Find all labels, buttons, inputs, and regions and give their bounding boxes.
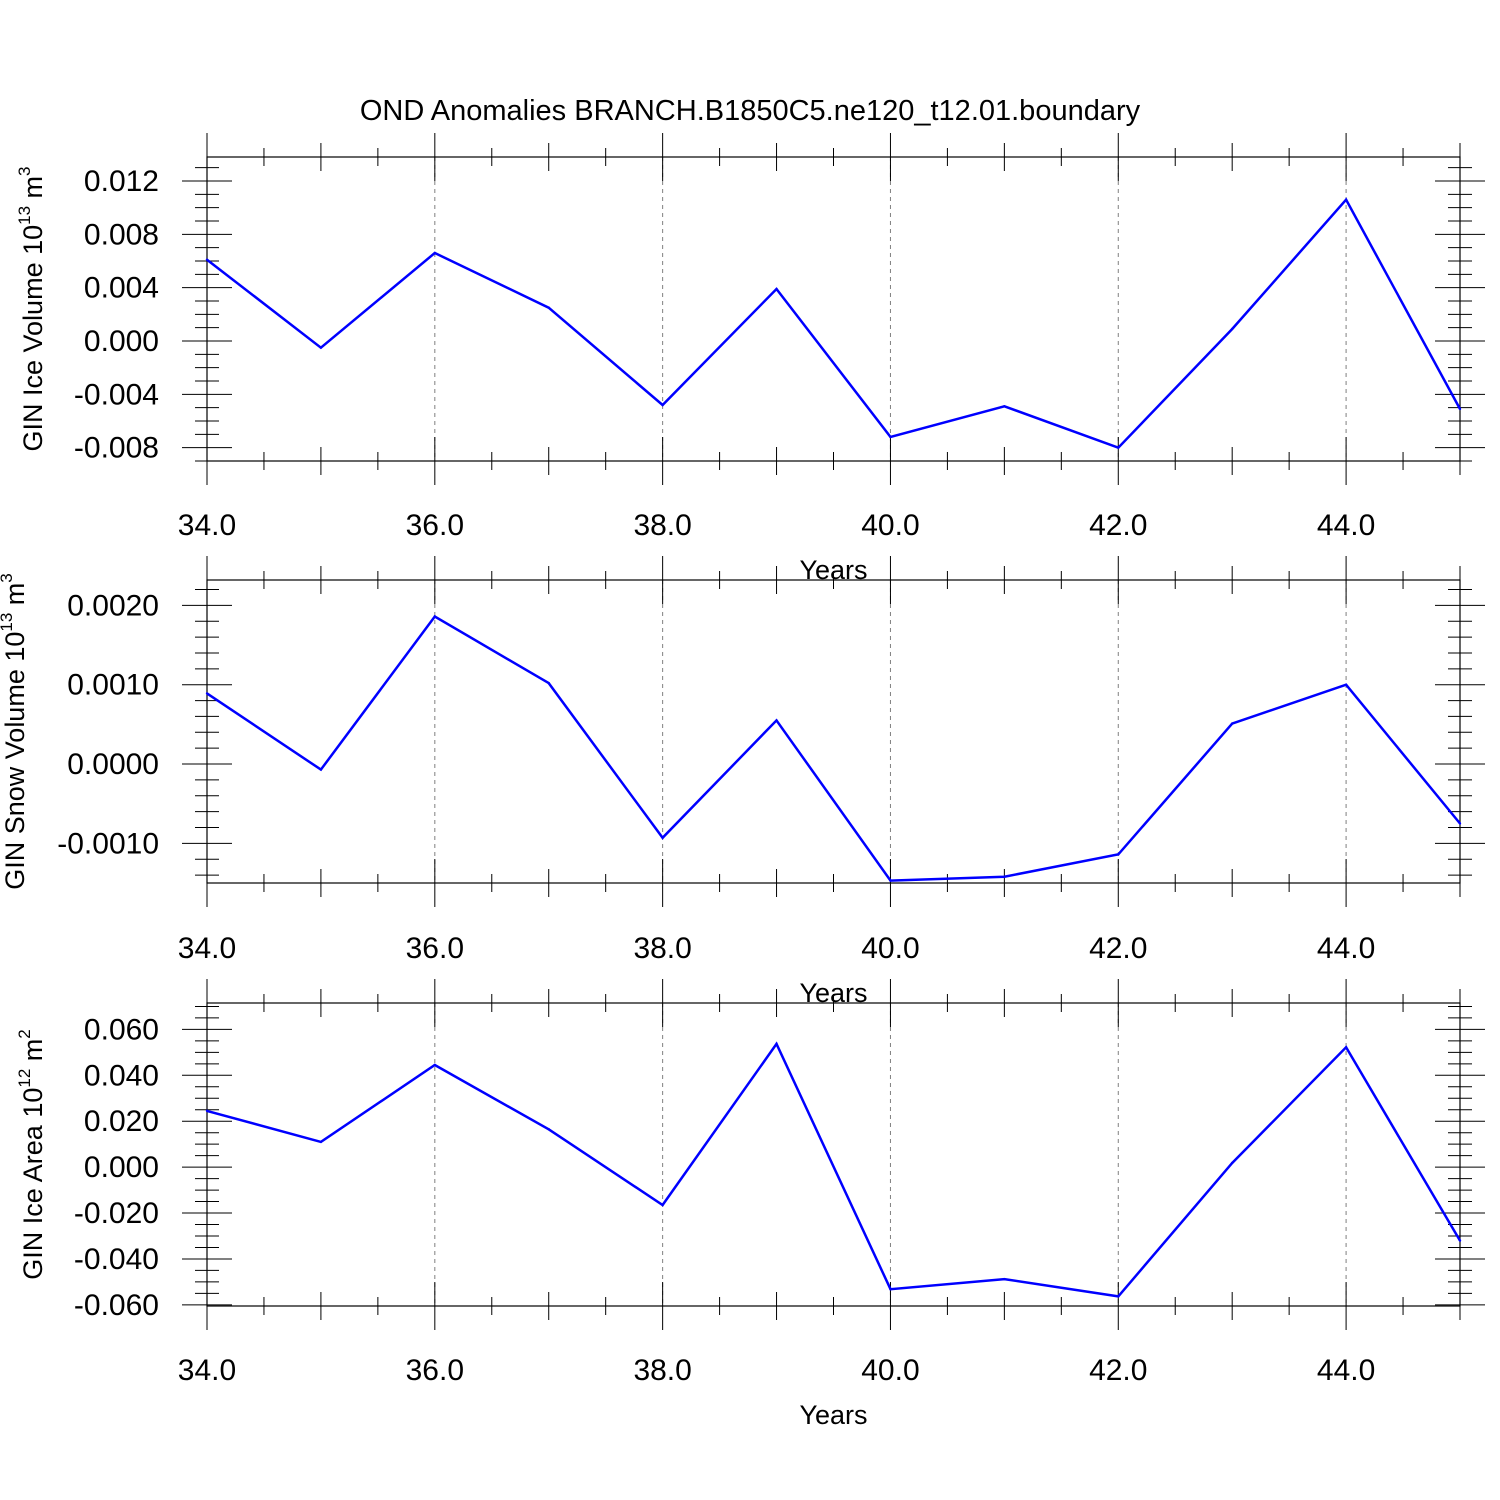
data-point <box>1344 198 1348 201</box>
data-point <box>547 681 550 685</box>
data-point <box>1230 722 1234 725</box>
data-point <box>1344 1046 1348 1049</box>
x-tick-label: 38.0 <box>633 1354 691 1387</box>
x-tick-label: 38.0 <box>633 932 691 965</box>
x-tick-label: 42.0 <box>1089 1354 1147 1387</box>
y-tick-label: -0.0010 <box>57 827 159 860</box>
y-axis-title: GIN Ice Area 1012 m2 <box>15 1029 48 1280</box>
data-point <box>1230 327 1234 331</box>
data-point <box>661 1203 664 1207</box>
y-tick-label: -0.008 <box>74 432 159 465</box>
data-point <box>775 287 778 291</box>
y-tick-label: -0.060 <box>74 1289 159 1322</box>
x-tick-label: 34.0 <box>178 932 236 965</box>
series-line <box>206 197 1462 450</box>
y-axis-title-unit: m <box>0 583 30 613</box>
x-tick-label: 42.0 <box>1089 932 1147 965</box>
plot-frame <box>206 579 1461 884</box>
y-axis-title-unit: m <box>18 176 48 206</box>
data-point <box>1230 1161 1234 1165</box>
data-point <box>319 346 323 349</box>
y-tick-label: 0.0010 <box>67 669 159 702</box>
data-point <box>319 768 323 771</box>
y-tick-label: 0.000 <box>84 1151 159 1184</box>
data-point <box>661 403 664 407</box>
plot-frame <box>206 1002 1461 1307</box>
panel-2: 0.0020 0.0010 0.0000 -0.0010 34.0 36.0 38.0 40.… <box>0 556 1485 1008</box>
y-axis-title-exponent: 13 <box>0 613 16 632</box>
data-point <box>433 615 437 618</box>
x-tick-label: 36.0 <box>406 509 464 542</box>
data-point <box>775 719 778 722</box>
data-point <box>547 1128 550 1131</box>
x-tick-label: 36.0 <box>406 1354 464 1387</box>
y-tick-label: 0.0000 <box>67 748 159 781</box>
y-tick-label: 0.040 <box>84 1059 159 1092</box>
data-point <box>889 879 892 882</box>
data-point <box>205 258 209 261</box>
x-tick-label: 44.0 <box>1317 932 1375 965</box>
data-point <box>1003 1277 1006 1281</box>
y-axis-title: GIN Snow Volume 1013 m3 <box>0 573 30 890</box>
y-tick-label: -0.040 <box>74 1243 159 1276</box>
y-axis-title-exponent: 12 <box>15 1069 34 1088</box>
data-point <box>1458 822 1462 825</box>
x-tick-label: 38.0 <box>633 509 691 542</box>
x-tick-label: 34.0 <box>178 1354 236 1387</box>
data-point <box>775 1042 778 1046</box>
y-axis-title-unit-exponent: 2 <box>15 1029 34 1038</box>
x-tick-label: 36.0 <box>406 932 464 965</box>
y-axis-title-text: GIN Snow Volume 10 <box>0 632 30 890</box>
x-axis-title: Years <box>799 1400 867 1430</box>
y-tick-label: -0.020 <box>74 1197 159 1230</box>
data-point <box>889 435 892 439</box>
x-tick-label: 34.0 <box>178 509 236 542</box>
y-tick-label: 0.008 <box>84 218 159 251</box>
x-tick-label: 44.0 <box>1317 509 1375 542</box>
series-line <box>206 1041 1462 1298</box>
y-axis-title-unit: m <box>18 1039 48 1069</box>
panel-1: 0.012 0.008 0.004 0.000 -0.004 -0.008 34.0 36.0… <box>15 133 1485 585</box>
panels: 0.012 0.008 0.004 0.000 -0.004 -0.008 34.0 36.0… <box>0 133 1485 1430</box>
data-point <box>433 251 437 255</box>
data-point <box>1003 875 1006 878</box>
x-tick-label: 40.0 <box>861 509 919 542</box>
plot-frame <box>206 156 1461 462</box>
y-tick-label: 0.004 <box>84 272 159 305</box>
y-axis-title: GIN Ice Volume 1013 m3 <box>15 166 48 451</box>
x-tick-label: 40.0 <box>861 932 919 965</box>
y-axis-title-unit-exponent: 3 <box>0 573 16 582</box>
y-tick-label: 0.020 <box>84 1105 159 1138</box>
data-point <box>319 1140 323 1144</box>
data-point <box>1344 683 1348 686</box>
x-tick-label: 44.0 <box>1317 1354 1375 1387</box>
y-axis-title-text: GIN Ice Area 10 <box>18 1088 48 1280</box>
y-axis-title-exponent: 13 <box>15 206 34 225</box>
data-point <box>205 692 209 695</box>
x-tick-label: 40.0 <box>861 1354 919 1387</box>
data-point <box>1117 1295 1120 1298</box>
series-line <box>206 614 1461 882</box>
data-point <box>1458 407 1462 411</box>
data-point <box>433 1063 437 1067</box>
data-point <box>1458 1239 1462 1242</box>
data-point <box>661 836 664 839</box>
data-point <box>889 1288 892 1291</box>
data-point <box>1117 853 1120 856</box>
y-axis-title-text: GIN Ice Volume 10 <box>18 225 48 452</box>
data-point <box>1003 405 1006 408</box>
data-point <box>547 306 550 309</box>
y-tick-label: 0.012 <box>84 165 159 198</box>
data-point <box>205 1109 209 1113</box>
figure-title: OND Anomalies BRANCH.B1850C5.ne120_t12.0… <box>360 95 1141 127</box>
y-tick-label: -0.004 <box>74 378 159 411</box>
x-tick-label: 42.0 <box>1089 509 1147 542</box>
y-tick-label: 0.0020 <box>67 589 159 622</box>
panel-3: 0.060 0.040 0.020 0.000 -0.020 -0.040 -0.060 34… <box>15 979 1485 1430</box>
y-axis-title-unit-exponent: 3 <box>15 166 34 175</box>
y-tick-label: 0.000 <box>84 325 159 358</box>
data-point <box>1117 446 1120 449</box>
y-tick-label: 0.060 <box>84 1013 159 1046</box>
